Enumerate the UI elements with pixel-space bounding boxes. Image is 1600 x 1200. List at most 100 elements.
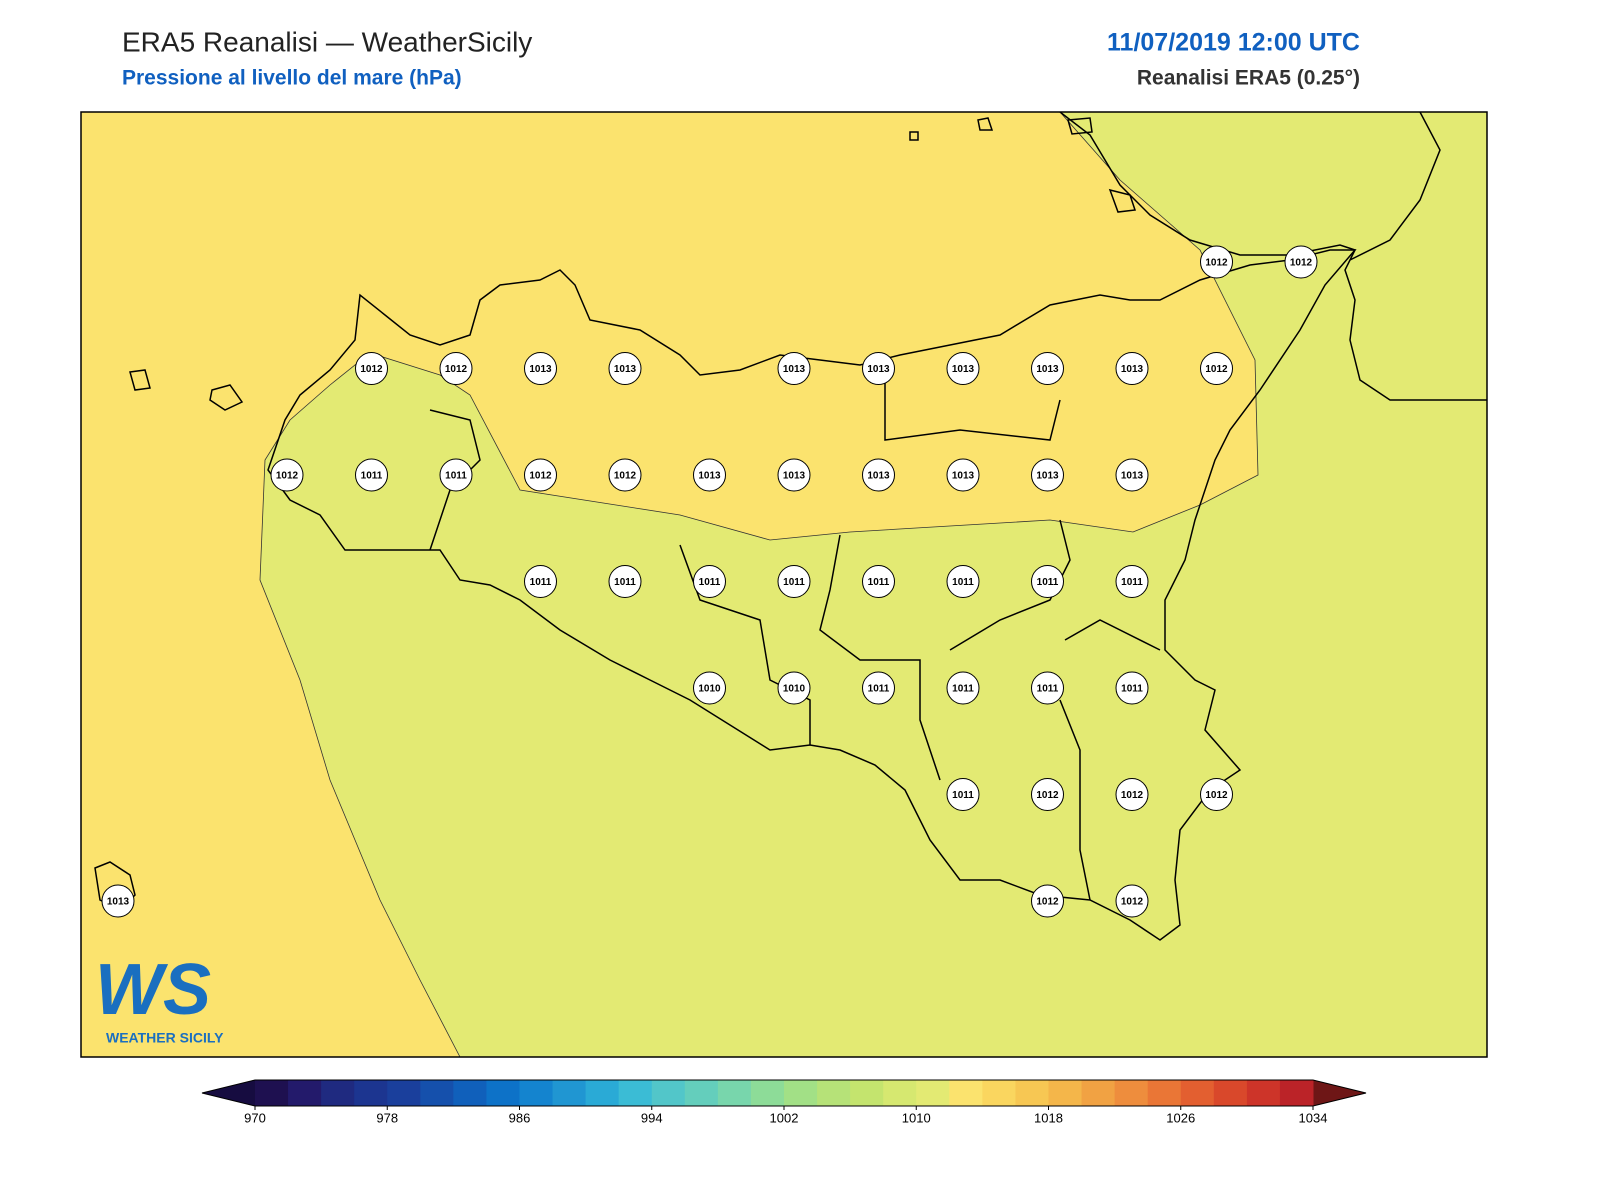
colorbar-segment <box>387 1080 421 1106</box>
colorbar-segment <box>1180 1080 1215 1106</box>
colorbar-segment <box>1015 1080 1049 1106</box>
station-marker <box>1284 245 1318 279</box>
station-value: 1011 <box>868 577 890 588</box>
colorbar-tick-label: 1018 <box>1034 1110 1063 1125</box>
station-value: 1013 <box>1036 471 1059 482</box>
colorbar-tick-label: 1026 <box>1166 1110 1195 1125</box>
station-value: 1011 <box>361 471 383 482</box>
station-marker <box>1115 352 1149 385</box>
colorbar-tick-label: 986 <box>509 1110 531 1125</box>
colorbar-segment <box>1048 1080 1083 1106</box>
station-value: 1012 <box>614 471 637 482</box>
station-marker <box>608 565 642 598</box>
station-value: 1011 <box>1121 577 1143 588</box>
station-value: 1012 <box>1121 897 1144 908</box>
colorbar-segment <box>486 1080 520 1106</box>
station-value: 1012 <box>1121 790 1144 801</box>
station-value: 1013 <box>783 364 806 375</box>
station-marker <box>777 352 811 385</box>
provinces <box>429 360 1161 901</box>
station-value: 1013 <box>1121 471 1144 482</box>
station-marker <box>1115 884 1149 918</box>
station-value: 1010 <box>783 684 806 695</box>
station-marker <box>101 884 135 918</box>
station-marker <box>1031 352 1064 385</box>
station-value: 1011 <box>952 684 974 695</box>
colorbar-tick-label: 1010 <box>902 1110 931 1125</box>
station-marker <box>439 352 473 385</box>
colorbar-segment <box>949 1080 983 1106</box>
station-value: 1013 <box>614 364 637 375</box>
station-marker <box>608 458 642 492</box>
colorbar-segment <box>552 1080 587 1106</box>
station-marker <box>524 565 557 598</box>
colorbar-segment <box>651 1080 686 1106</box>
station-marker <box>608 352 642 385</box>
colorbar-segment <box>1213 1080 1248 1106</box>
colorbar-under <box>202 1080 255 1106</box>
colorbar-tick-label: 994 <box>641 1110 663 1125</box>
station-value: 1013 <box>783 471 806 482</box>
station-value: 1011 <box>952 790 974 801</box>
colorbar-segment <box>750 1080 785 1106</box>
logo-mark: WS <box>95 950 211 1030</box>
colorbar-segment <box>850 1080 884 1106</box>
station-value: 1013 <box>1121 364 1144 375</box>
station-value: 1011 <box>1037 684 1059 695</box>
station-marker <box>1115 565 1149 598</box>
colorbar-segment <box>288 1080 322 1106</box>
colorbar-over <box>1313 1080 1366 1106</box>
station-marker <box>1031 671 1064 705</box>
datetime: 11/07/2019 12:00 UTC <box>1107 29 1360 57</box>
colorbar-tick-label: 1034 <box>1299 1110 1328 1125</box>
station-marker <box>1115 778 1149 811</box>
station-value: 1012 <box>276 471 299 482</box>
map: 1012 1012 1012 1012 1013 1013 1013 1013 1013 1013… <box>80 111 1488 1058</box>
station-value: 1011 <box>699 577 721 588</box>
station-value: 1013 <box>952 471 975 482</box>
colorbar-segment <box>1114 1080 1149 1106</box>
station-marker <box>862 458 895 492</box>
colorbar-segment <box>883 1080 917 1106</box>
station-value: 1012 <box>1036 790 1059 801</box>
station-value: 1011 <box>868 684 890 695</box>
station-marker <box>1200 352 1233 385</box>
station-marker <box>524 458 557 492</box>
station-marker <box>355 458 388 492</box>
title: ERA5 Reanalisi — WeatherSicily <box>122 26 532 57</box>
station-value: 1011 <box>530 577 552 588</box>
coastline-sicily <box>267 249 1357 941</box>
station-value: 1012 <box>1205 364 1228 375</box>
station-value: 1011 <box>952 577 974 588</box>
colorbar-segment <box>585 1080 620 1106</box>
station-value: 1012 <box>1205 258 1228 269</box>
station-value: 1012 <box>529 471 552 482</box>
station-value: 1010 <box>698 684 721 695</box>
colorbar-segment <box>519 1080 554 1106</box>
colorbar-segment <box>684 1080 719 1106</box>
station-marker <box>693 671 726 705</box>
station-value: 1013 <box>952 364 975 375</box>
colorbar-segment <box>916 1080 950 1106</box>
station-value: 1013 <box>867 471 890 482</box>
station-value: 1012 <box>1205 790 1228 801</box>
station-marker <box>1115 458 1149 492</box>
station-marker <box>946 458 980 492</box>
station-marker <box>693 458 726 492</box>
colorbar-segment <box>784 1080 818 1106</box>
colorbar-segment <box>1147 1080 1182 1106</box>
colorbar-segment <box>321 1080 355 1106</box>
station-marker <box>1200 245 1233 279</box>
colorbar-segment <box>1246 1080 1281 1106</box>
station-value: 1012 <box>1290 258 1313 269</box>
colorbar-segment <box>453 1080 487 1106</box>
colorbar-segment <box>255 1080 289 1106</box>
station-marker <box>777 458 811 492</box>
station-marker <box>777 671 811 705</box>
logo-name: WEATHER SICILY <box>106 1030 224 1046</box>
station-marker <box>1031 778 1064 811</box>
station-marker <box>862 352 895 385</box>
